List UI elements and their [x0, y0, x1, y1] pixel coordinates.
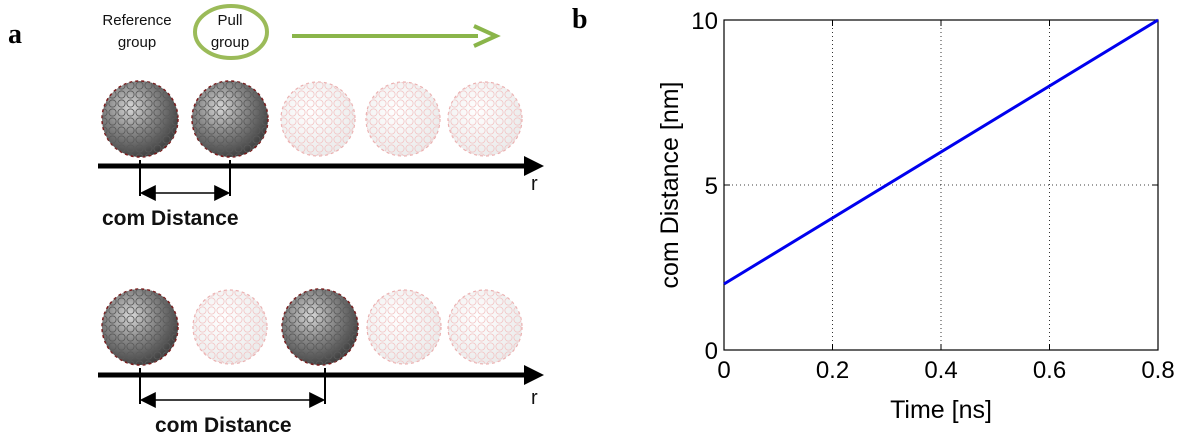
molecule-row-bottom	[101, 288, 523, 366]
series-line	[723, 18, 1159, 286]
molecule-reference-top	[101, 80, 179, 158]
molecule-ghost-bottom-3	[447, 289, 523, 365]
molecule-ghost-bottom-2	[366, 289, 442, 365]
molecule-pull-top	[191, 80, 269, 158]
y-axis-title: com Distance [nm]	[656, 81, 684, 288]
x-tick-label: 0.4	[924, 357, 957, 384]
x-tick-label: 0.6	[1033, 357, 1066, 384]
molecule-ghost-top-1	[280, 81, 356, 157]
r-axis-top-label: r	[531, 173, 538, 195]
y-tick-label: 5	[705, 173, 718, 200]
com-distance-label-bottom: com Distance	[155, 414, 292, 437]
com-distance-bracket-top	[139, 160, 231, 201]
x-axis-title: Time [ns]	[890, 396, 992, 424]
chart-lines	[723, 18, 1159, 286]
x-tick-label: 0	[717, 357, 730, 384]
r-axis-bottom-label: r	[531, 387, 538, 409]
com-distance-label-top: com Distance	[102, 207, 239, 230]
panel-b-letter: b	[572, 4, 588, 35]
pull-direction-arrow	[292, 24, 501, 48]
panel-a-letter: a	[8, 19, 22, 50]
molecule-ghost-top-3	[447, 81, 523, 157]
r-axis-top-arrowhead	[524, 156, 544, 176]
pull-group-label-line1: Pull	[217, 12, 242, 29]
molecule-ghost-bottom-1	[192, 289, 268, 365]
x-tick-label: 0.8	[1141, 357, 1174, 384]
x-tick-label: 0.2	[816, 357, 849, 384]
molecule-ghost-top-2	[365, 81, 441, 157]
com-distance-bracket-bottom	[139, 368, 326, 408]
pull-group-ellipse	[193, 4, 269, 60]
y-tick-label: 10	[691, 8, 718, 35]
chart-ticks: 0 0.2 0.4 0.6 0.8 0 5 10	[691, 8, 1174, 384]
com-distance-chart: 0 0.2 0.4 0.6 0.8 0 5 10 Time [ns] com Distance…	[656, 8, 1175, 424]
molecule-row-top	[101, 80, 523, 158]
y-tick-label: 0	[705, 338, 718, 365]
chart-grid	[724, 20, 1158, 350]
pull-group-label-line2: group	[211, 34, 249, 51]
molecule-pull-bottom	[281, 288, 359, 366]
molecule-reference-bottom	[101, 288, 179, 366]
reference-group-label-line1: Reference	[102, 12, 171, 29]
r-axis-bottom-arrowhead	[524, 365, 544, 385]
reference-group-label-line2: group	[118, 34, 156, 51]
